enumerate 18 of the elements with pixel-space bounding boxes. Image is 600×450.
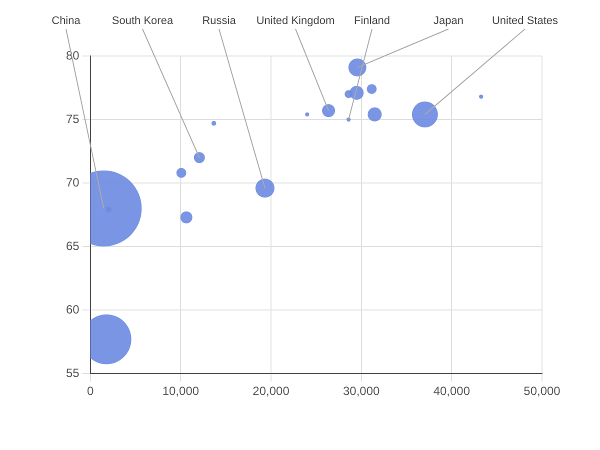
x-tick-label: 10,000: [162, 384, 200, 398]
annotation: China: [52, 15, 82, 28]
x-tick-label: 30,000: [342, 384, 380, 398]
y-tick-label: 75: [66, 112, 80, 126]
x-tick-label: 20,000: [252, 384, 290, 398]
x-tick-label: 40,000: [433, 384, 470, 398]
annotation: South Korea: [112, 15, 174, 28]
annotation: United Kingdom: [256, 15, 335, 28]
annotation: Japan: [434, 15, 464, 28]
y-tick-label: 65: [66, 238, 80, 253]
annotation: Finland: [354, 15, 390, 28]
y-tick-label: 55: [66, 366, 80, 380]
x-tick-label: 50,000: [524, 384, 561, 398]
y-tick-label: 60: [66, 302, 80, 316]
annotation: Russia: [202, 15, 237, 28]
y-tick-label: 70: [66, 175, 80, 190]
x-tick-label: 0: [87, 384, 94, 398]
annotation: United States: [492, 15, 559, 28]
